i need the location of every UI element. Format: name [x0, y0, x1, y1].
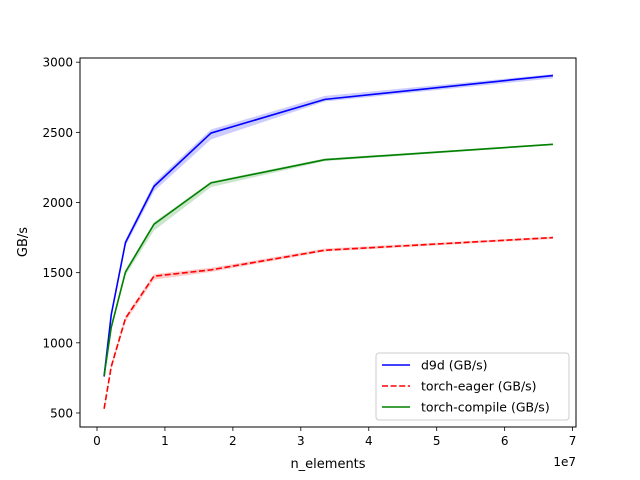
x-tick-label: 6 — [501, 434, 509, 448]
x-tick-label: 4 — [365, 434, 373, 448]
x-tick-label: 1 — [161, 434, 169, 448]
y-tick-label: 3000 — [42, 56, 73, 70]
legend: d9d (GB/s) torch-eager (GB/s) torch-compil… — [375, 352, 570, 421]
y-tick-label: 1000 — [42, 336, 73, 350]
y-tick-label: 1500 — [42, 266, 73, 280]
legend-label: torch-compile (GB/s) — [421, 400, 550, 415]
y-tick-label: 2500 — [42, 126, 73, 140]
legend-label: torch-eager (GB/s) — [421, 379, 537, 394]
y-tick-label: 2000 — [42, 196, 73, 210]
x-tick-label: 0 — [93, 434, 101, 448]
x-tick-label: 7 — [569, 434, 577, 448]
y-axis-label: GB/s — [16, 227, 31, 257]
x-axis-label: n_elements — [290, 457, 365, 472]
legend-box — [375, 352, 570, 421]
x-axis-offset-text: 1e7 — [553, 455, 576, 469]
y-axis-ticks: 500 1000 1500 2000 2500 3000 — [42, 56, 80, 420]
x-tick-label: 3 — [297, 434, 305, 448]
y-tick-label: 500 — [50, 406, 73, 420]
x-axis-ticks: 0 1 2 3 4 5 6 7 — [93, 427, 576, 448]
legend-label: d9d (GB/s) — [421, 358, 488, 373]
series-line-d9d-gb-s — [103, 74, 554, 377]
x-tick-label: 5 — [433, 434, 441, 448]
series-line-torch-compile-gb-s — [103, 143, 554, 376]
plot-frame — [79, 57, 577, 428]
series-lines — [103, 74, 554, 409]
x-tick-label: 2 — [229, 434, 237, 448]
